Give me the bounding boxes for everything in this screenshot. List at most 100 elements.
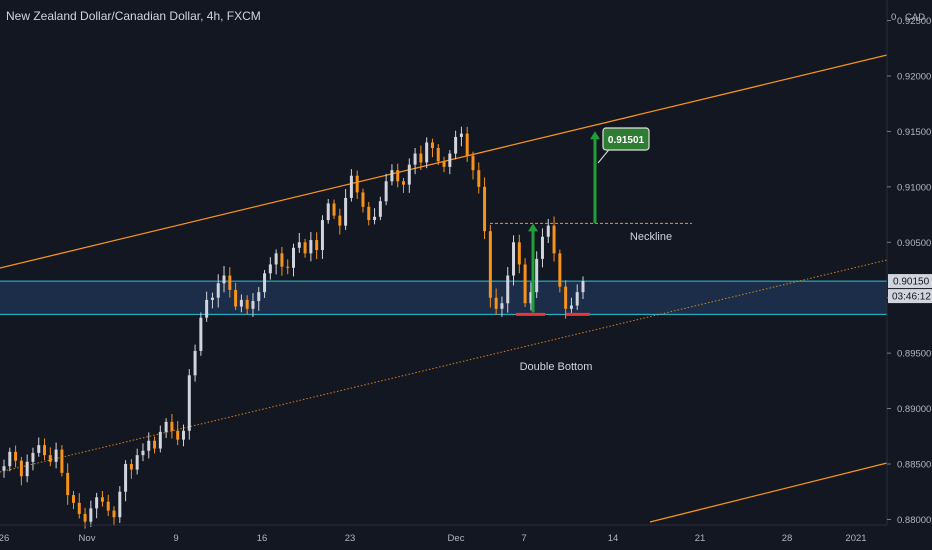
candle-body[interactable]	[396, 170, 400, 182]
support-zone[interactable]	[0, 281, 887, 315]
candle-body[interactable]	[25, 461, 29, 477]
candle-body[interactable]	[118, 491, 122, 518]
candle-body[interactable]	[517, 242, 521, 265]
candle-body[interactable]	[239, 299, 243, 307]
candle-body[interactable]	[164, 421, 168, 432]
candle-body[interactable]	[37, 445, 41, 453]
candle-body[interactable]	[268, 264, 272, 274]
candle-body[interactable]	[459, 133, 463, 137]
candle-body[interactable]	[135, 455, 139, 470]
candle-body[interactable]	[48, 455, 52, 462]
candle-body[interactable]	[193, 350, 197, 376]
candle-body[interactable]	[483, 186, 487, 232]
candle-body[interactable]	[569, 305, 573, 309]
candle-body[interactable]	[170, 421, 174, 431]
candle-body[interactable]	[2, 466, 6, 471]
arrow-target-head[interactable]	[590, 131, 600, 140]
candle-body[interactable]	[471, 155, 475, 171]
candle-body[interactable]	[199, 317, 203, 351]
candle-body[interactable]	[176, 430, 180, 440]
candle-body[interactable]	[581, 281, 585, 293]
candle-body[interactable]	[71, 495, 75, 503]
candle-body[interactable]	[158, 431, 162, 449]
candle-body[interactable]	[77, 502, 81, 514]
candle-body[interactable]	[448, 153, 452, 167]
candle-body[interactable]	[564, 286, 568, 309]
candle-body[interactable]	[546, 225, 550, 237]
candle-body[interactable]	[367, 206, 371, 221]
candle-body[interactable]	[210, 297, 214, 300]
candle-body[interactable]	[309, 240, 313, 254]
candle-body[interactable]	[297, 242, 301, 248]
candle-body[interactable]	[332, 203, 336, 216]
candle-body[interactable]	[95, 497, 99, 509]
candle-body[interactable]	[257, 292, 261, 302]
candle-body[interactable]	[413, 153, 417, 165]
candle-body[interactable]	[245, 299, 249, 309]
candle-body[interactable]	[355, 175, 359, 193]
candle-body[interactable]	[280, 253, 284, 267]
candle-body[interactable]	[187, 375, 191, 431]
candle-body[interactable]	[141, 450, 145, 456]
candle-body[interactable]	[442, 161, 446, 167]
candle-body[interactable]	[222, 275, 226, 284]
candle-body[interactable]	[263, 273, 267, 293]
candle-body[interactable]	[344, 197, 348, 226]
arrow-neckline-head[interactable]	[528, 223, 538, 232]
candle-body[interactable]	[83, 513, 87, 522]
countdown-badge[interactable]	[888, 289, 932, 304]
candle-body[interactable]	[112, 510, 116, 518]
candle-body[interactable]	[419, 153, 423, 163]
candle-body[interactable]	[286, 266, 290, 268]
candle-body[interactable]	[373, 216, 377, 221]
candle-body[interactable]	[506, 275, 510, 304]
candle-body[interactable]	[436, 148, 440, 162]
candle-body[interactable]	[477, 170, 481, 187]
candle-body[interactable]	[60, 449, 64, 473]
candle-body[interactable]	[147, 440, 151, 451]
candle-body[interactable]	[523, 264, 527, 304]
candle-body[interactable]	[54, 449, 58, 462]
candle-body[interactable]	[8, 451, 12, 467]
candle-body[interactable]	[66, 472, 70, 496]
candle-body[interactable]	[349, 175, 353, 198]
candle-body[interactable]	[390, 170, 394, 182]
candle-body[interactable]	[292, 247, 295, 268]
candle-body[interactable]	[100, 497, 104, 502]
candle-body[interactable]	[338, 215, 342, 226]
candle-body[interactable]	[129, 464, 133, 470]
candle-body[interactable]	[106, 501, 110, 511]
candle-body[interactable]	[512, 242, 516, 276]
candle-body[interactable]	[430, 142, 434, 149]
candle-body[interactable]	[251, 301, 255, 309]
candle-body[interactable]	[234, 289, 238, 307]
candle-body[interactable]	[19, 460, 23, 477]
candle-body[interactable]	[181, 430, 185, 440]
candle-body[interactable]	[320, 220, 324, 251]
candle-body[interactable]	[465, 133, 469, 156]
candle-body[interactable]	[500, 303, 504, 309]
candle-body[interactable]	[494, 297, 498, 309]
candle-body[interactable]	[402, 181, 406, 185]
candle-body[interactable]	[529, 292, 533, 304]
candle-body[interactable]	[454, 136, 458, 154]
candle-body[interactable]	[488, 231, 492, 298]
candle-body[interactable]	[535, 258, 539, 293]
candle-body[interactable]	[31, 452, 35, 462]
candle-body[interactable]	[43, 445, 47, 456]
candle-body[interactable]	[303, 242, 307, 254]
candle-body[interactable]	[540, 236, 544, 259]
target-badge[interactable]	[602, 127, 650, 151]
candle-body[interactable]	[89, 508, 93, 522]
candle-body[interactable]	[384, 181, 388, 202]
candle-body[interactable]	[326, 203, 330, 221]
candle-body[interactable]	[575, 292, 579, 306]
candle-body[interactable]	[124, 464, 128, 492]
candle-body[interactable]	[274, 253, 278, 265]
candle-body[interactable]	[14, 451, 18, 461]
candle-body[interactable]	[407, 164, 411, 185]
channel-lower-line[interactable]	[649, 462, 888, 523]
candle-body[interactable]	[378, 201, 382, 217]
candle-body[interactable]	[153, 440, 157, 449]
